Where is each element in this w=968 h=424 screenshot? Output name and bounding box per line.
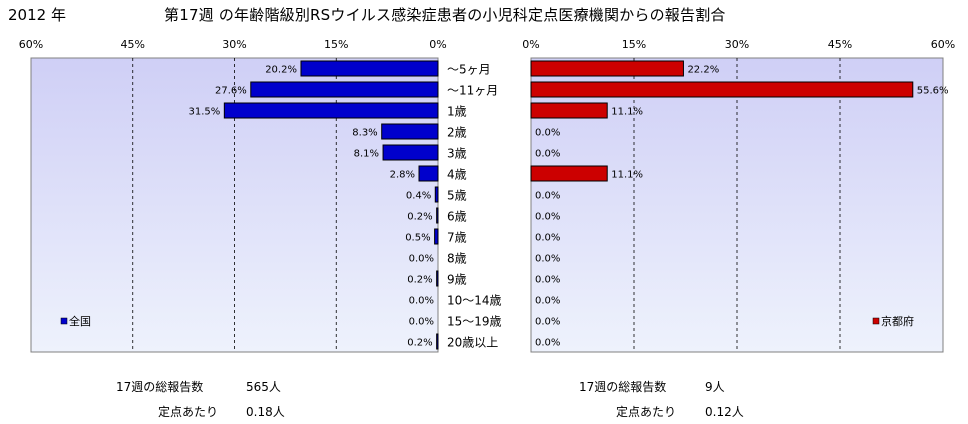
kyoto-legend-label: 京都府	[881, 314, 914, 328]
national-data-label: 0.2%	[407, 275, 432, 286]
national-bar	[436, 333, 439, 350]
national-bar	[381, 123, 439, 140]
kyoto-legend-swatch	[872, 317, 880, 325]
national-data-label: 2.8%	[390, 170, 415, 181]
national-legend-swatch	[60, 317, 68, 325]
category-label: ～11ヶ月	[447, 84, 498, 98]
kyoto-data-label: 0.0%	[535, 212, 560, 223]
kyoto-data-label: 11.1%	[611, 107, 643, 118]
national-bar	[436, 207, 439, 224]
kyoto-data-label: 0.0%	[535, 338, 560, 349]
kyoto-data-label: 22.2%	[687, 65, 719, 76]
national-data-label: 0.0%	[409, 254, 434, 265]
national-bar	[300, 60, 439, 77]
kyoto-data-label: 0.0%	[535, 128, 560, 139]
category-label: ～5ヶ月	[447, 63, 491, 77]
kyoto-per-value: 0.12人	[705, 405, 744, 419]
chart-title: 第17週 の年齢階級別RSウイルス感染症患者の小児科定点医療機関からの報告割合	[164, 6, 726, 24]
category-label: 20歳以上	[447, 336, 498, 350]
national-tick-label: 30%	[222, 38, 246, 51]
national-data-label: 0.0%	[409, 296, 434, 307]
national-tick-label: 0%	[429, 38, 446, 51]
category-label: 5歳	[447, 189, 467, 203]
kyoto-per-label: 定点あたり	[616, 405, 677, 419]
national-bar	[436, 270, 439, 287]
national-total-label: 17週の総報告数	[116, 380, 204, 394]
national-data-label: 0.2%	[407, 212, 432, 223]
national-data-label: 8.1%	[354, 149, 379, 160]
kyoto-tick-label: 60%	[931, 38, 955, 51]
category-label: 6歳	[447, 210, 467, 224]
kyoto-bar	[530, 81, 914, 98]
category-label: 9歳	[447, 273, 467, 287]
kyoto-data-label: 0.0%	[535, 233, 560, 244]
national-per-value: 0.18人	[246, 405, 285, 419]
category-label: 10～14歳	[447, 294, 502, 308]
category-label: 4歳	[447, 168, 467, 182]
national-bar	[382, 144, 439, 161]
kyoto-data-label: 0.0%	[535, 275, 560, 286]
kyoto-data-label: 0.0%	[535, 317, 560, 328]
kyoto-data-label: 11.1%	[611, 170, 643, 181]
national-tick-label: 60%	[19, 38, 43, 51]
category-label: 1歳	[447, 105, 467, 119]
kyoto-tick-label: 30%	[725, 38, 749, 51]
kyoto-bar	[530, 102, 608, 119]
national-legend-label: 全国	[69, 314, 91, 328]
kyoto-total-value: 9人	[705, 380, 725, 394]
national-tick-label: 15%	[324, 38, 348, 51]
national-data-label: 31.5%	[189, 107, 221, 118]
category-label: 3歳	[447, 147, 467, 161]
national-total-value: 565人	[246, 380, 281, 394]
year-label: 2012 年	[8, 6, 66, 24]
national-bar	[434, 228, 439, 245]
national-data-label: 0.0%	[409, 317, 434, 328]
national-data-label: 8.3%	[352, 128, 377, 139]
kyoto-bar	[530, 165, 608, 182]
kyoto-data-label: 0.0%	[535, 254, 560, 265]
national-data-label: 27.6%	[215, 86, 247, 97]
national-bar	[223, 102, 439, 119]
national-bar	[418, 165, 439, 182]
national-bar	[434, 186, 439, 203]
national-data-label: 0.2%	[407, 338, 432, 349]
kyoto-data-label: 0.0%	[535, 149, 560, 160]
national-data-label: 20.2%	[265, 65, 297, 76]
category-label: 15～19歳	[447, 315, 502, 329]
national-per-label: 定点あたり	[158, 405, 219, 419]
kyoto-data-label: 0.0%	[535, 296, 560, 307]
category-label: 2歳	[447, 126, 467, 140]
national-data-label: 0.5%	[405, 233, 430, 244]
national-bar	[250, 81, 439, 98]
kyoto-tick-label: 15%	[622, 38, 646, 51]
kyoto-data-label: 0.0%	[535, 191, 560, 202]
category-label: 8歳	[447, 252, 467, 266]
kyoto-data-label: 55.6%	[917, 86, 949, 97]
category-label: 7歳	[447, 231, 467, 245]
kyoto-total-label: 17週の総報告数	[579, 380, 667, 394]
kyoto-tick-label: 45%	[828, 38, 852, 51]
kyoto-bar	[530, 60, 684, 77]
kyoto-tick-label: 0%	[522, 38, 539, 51]
national-tick-label: 45%	[121, 38, 145, 51]
national-data-label: 0.4%	[406, 191, 431, 202]
